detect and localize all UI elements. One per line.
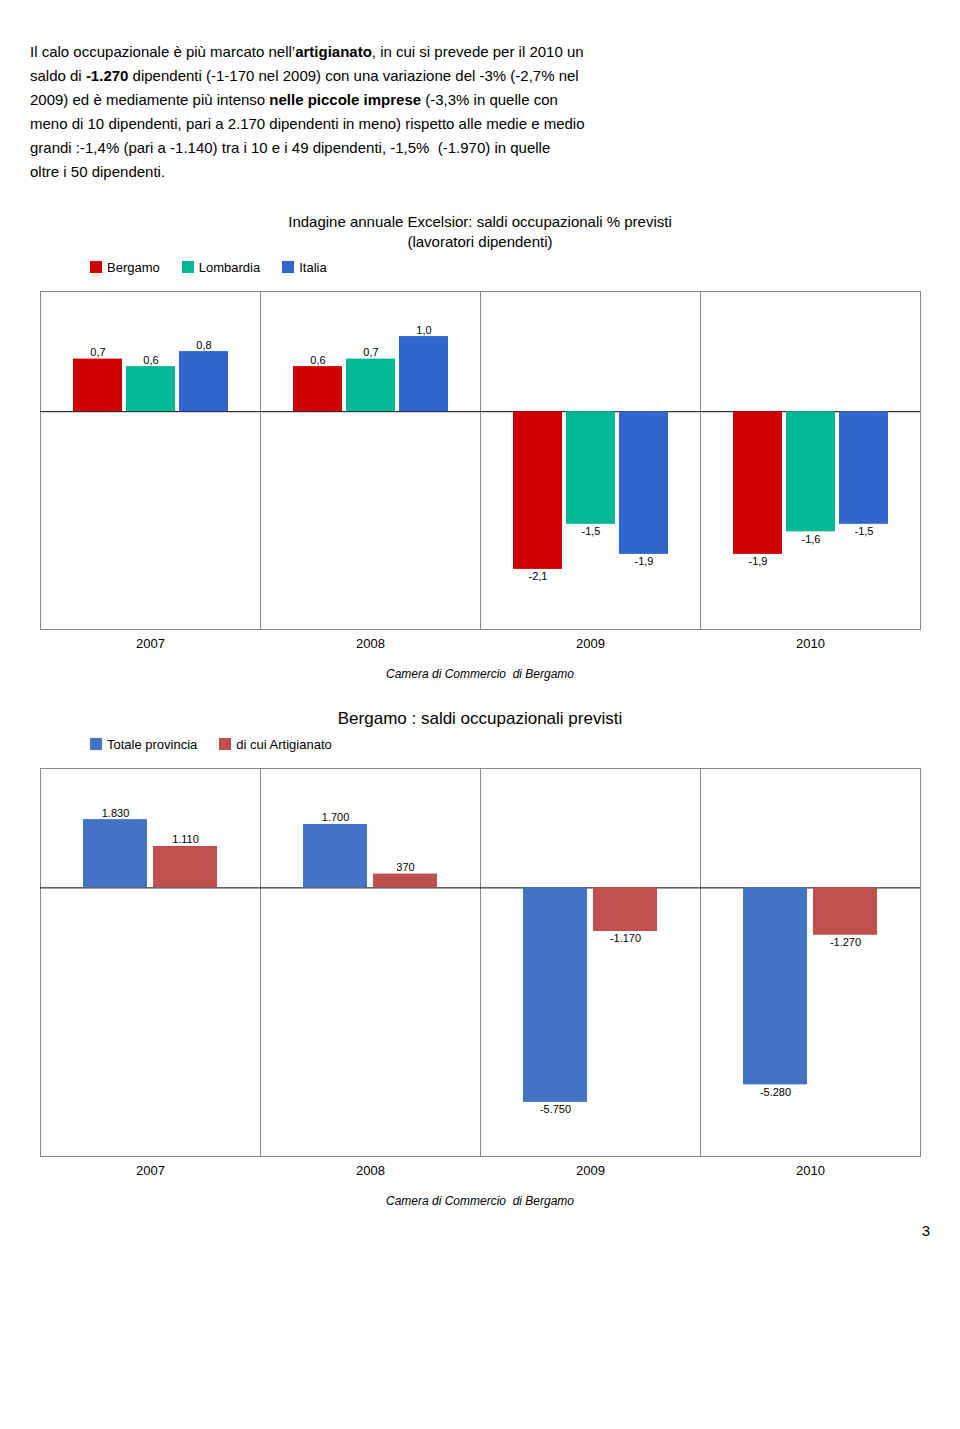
- html-text:Bergamo: Bergamo: [107, 260, 160, 275]
- html-text:(lavoratori dipendenti): (lavoratori dipendenti): [407, 233, 553, 250]
- svg-text:-2,1: -2,1: [529, 570, 548, 582]
- svg-text:2007: 2007: [136, 636, 165, 651]
- svg-text:0,7: 0,7: [90, 346, 105, 358]
- html-text:Lombardia: Lombardia: [198, 260, 261, 275]
- svg-text:2007: 2007: [136, 1163, 165, 1178]
- svg-text:-1,9: -1,9: [635, 555, 654, 567]
- html-text:2009) ed è mediamente più inte: 2009) ed è mediamente più intenso nelle …: [30, 91, 558, 108]
- svg-text:-1,5: -1,5: [582, 525, 601, 537]
- html-text:saldo di -1.270 dipendenti (-1: saldo di -1.270 dipendenti (-1-170 nel 2…: [30, 67, 579, 84]
- svg-text:-1.270: -1.270: [830, 936, 861, 948]
- html-text:Totale provincia: Totale provincia: [107, 737, 198, 752]
- html-text:Camera di Commercio di Bergamo: Camera di Commercio di Bergamo: [386, 667, 574, 681]
- svg-text:-5.280: -5.280: [760, 1086, 791, 1098]
- html-text:Italia: Italia: [299, 260, 327, 275]
- svg-text:0,8: 0,8: [196, 339, 211, 351]
- svg-text:2010: 2010: [796, 636, 825, 651]
- svg-text:1.700: 1.700: [322, 811, 350, 823]
- svg-text:-1.170: -1.170: [610, 932, 641, 944]
- svg-text:0,7: 0,7: [363, 346, 378, 358]
- svg-text:0,6: 0,6: [143, 354, 158, 366]
- html-text:Bergamo : saldi occupazionali: Bergamo : saldi occupazionali previsti: [337, 709, 623, 728]
- svg-text:370: 370: [396, 861, 414, 873]
- svg-text:-1,5: -1,5: [855, 525, 874, 537]
- html-text:Il calo occupazionale è più ma: Il calo occupazionale è più marcato nell…: [30, 43, 584, 60]
- html-text:Camera di Commercio di Bergamo: Camera di Commercio di Bergamo: [386, 1194, 574, 1208]
- html-text:grandi :-1,4% (pari a -1.140): grandi :-1,4% (pari a -1.140) tra i 10 e…: [30, 139, 551, 156]
- html-text:oltre i 50 dipendenti.: oltre i 50 dipendenti.: [30, 163, 166, 180]
- svg-text:-5.750: -5.750: [540, 1103, 571, 1115]
- svg-text:-1,9: -1,9: [749, 555, 768, 567]
- html-text:Indagine annuale Excelsior: sa: Indagine annuale Excelsior: saldi occupa…: [288, 213, 672, 230]
- svg-text:-1,6: -1,6: [802, 533, 821, 545]
- svg-text:2008: 2008: [356, 636, 385, 651]
- svg-text:2009: 2009: [576, 1163, 605, 1178]
- svg-text:1,0: 1,0: [416, 324, 431, 336]
- html-text:3: 3: [921, 1222, 930, 1239]
- html-text:meno di 10 dipendenti, pari a: meno di 10 dipendenti, pari a 2.170 dipe…: [30, 115, 585, 132]
- svg-text:0,6: 0,6: [310, 354, 325, 366]
- svg-text:1.110: 1.110: [172, 833, 199, 845]
- svg-text:2009: 2009: [576, 636, 605, 651]
- svg-text:2008: 2008: [356, 1163, 385, 1178]
- html-text:di cui Artigianato: di cui Artigianato: [236, 737, 332, 752]
- svg-text:2010: 2010: [796, 1163, 825, 1178]
- svg-text:1.830: 1.830: [102, 807, 130, 819]
